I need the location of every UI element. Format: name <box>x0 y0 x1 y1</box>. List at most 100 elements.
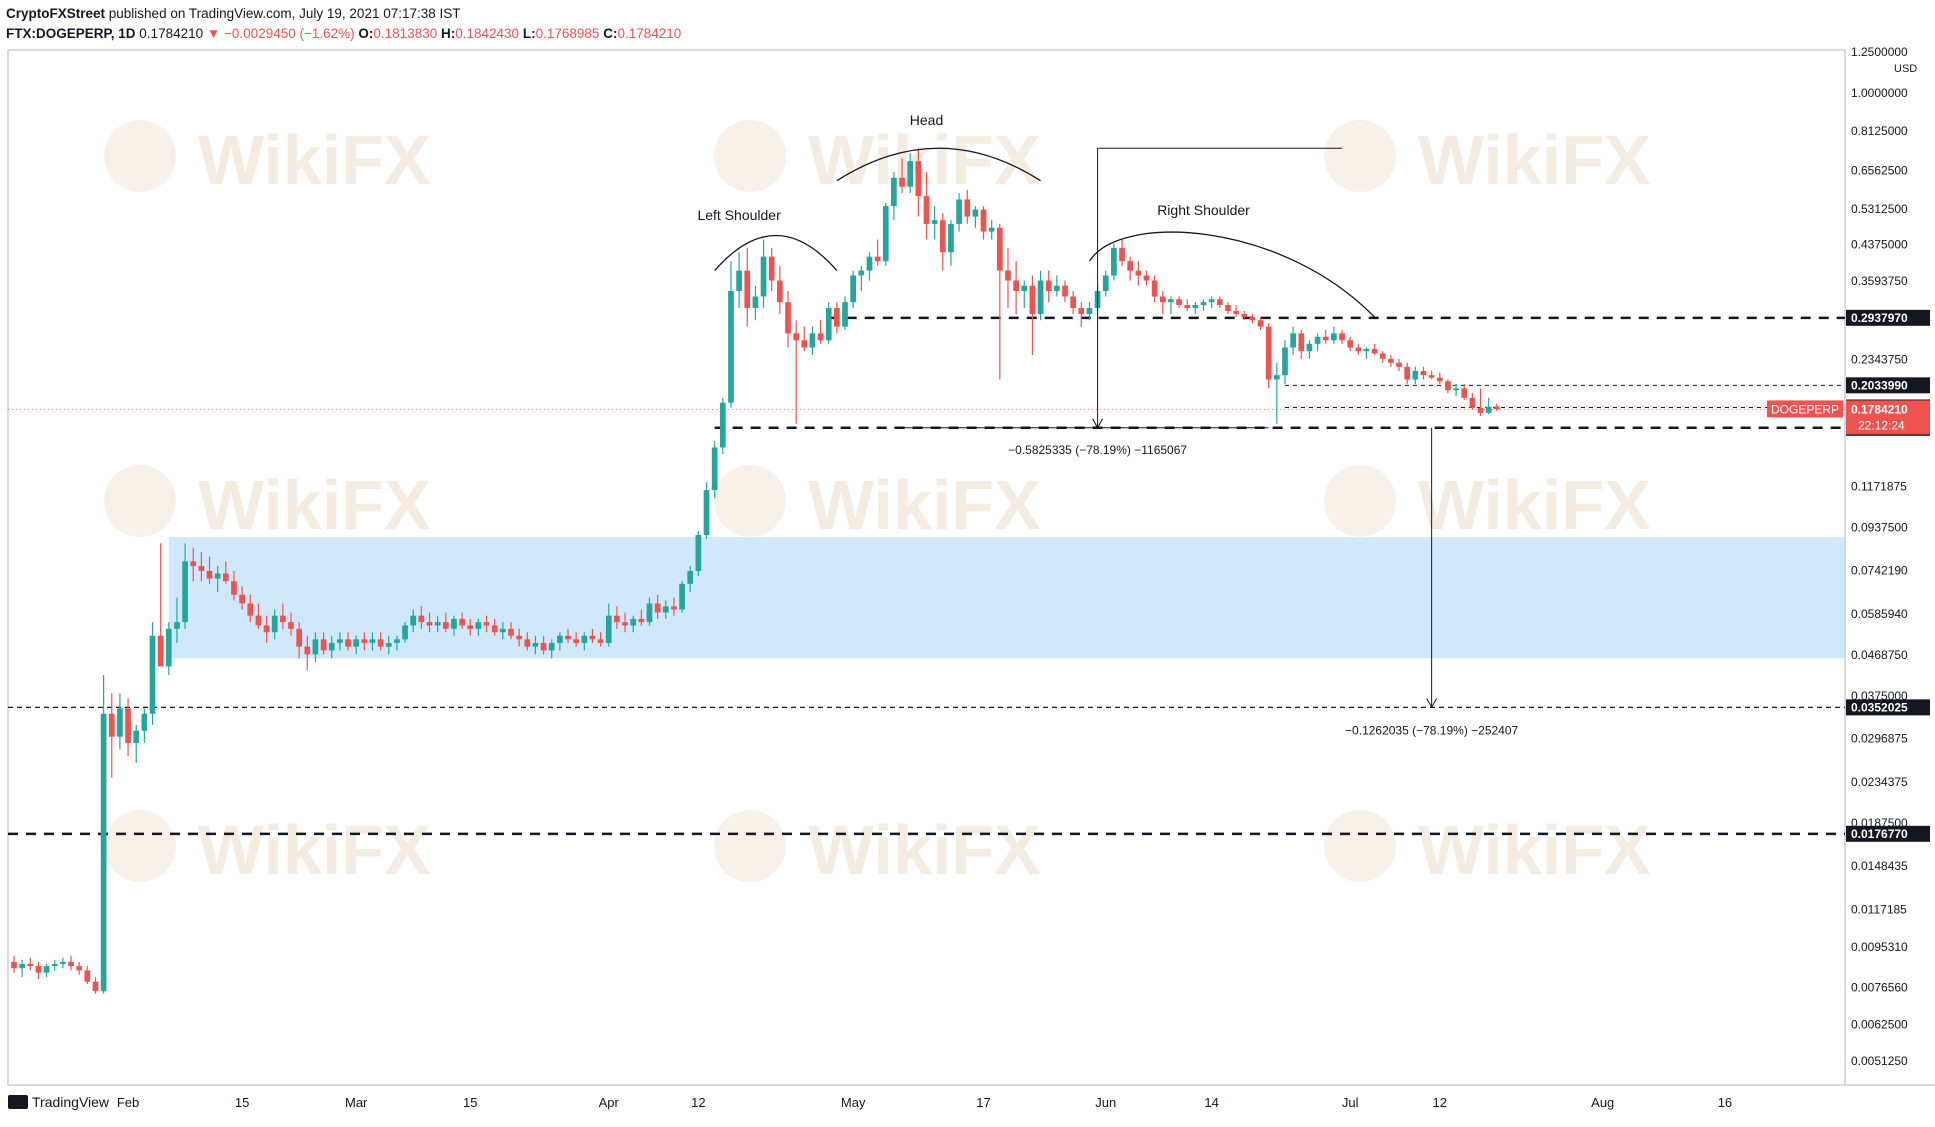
demand-zone <box>168 537 1846 659</box>
close-value: 0.1784210 <box>617 26 682 41</box>
candle-body <box>801 340 808 348</box>
candle-body <box>304 646 311 655</box>
price-tick-label: 0.0076560 <box>1851 980 1908 994</box>
left-shoulder-arc <box>714 235 838 272</box>
candle-body <box>565 635 571 640</box>
candle-body <box>1102 275 1109 292</box>
price-tick-label: 0.0051250 <box>1851 1054 1908 1068</box>
candle-body <box>165 628 172 667</box>
candle-body <box>557 635 563 643</box>
tradingview-logo-icon <box>8 1095 28 1109</box>
candle-body <box>834 307 840 327</box>
candle-body <box>190 561 197 567</box>
time-tick-label: Aug <box>1591 1095 1614 1110</box>
candle-body <box>532 642 539 647</box>
candle-body <box>882 206 889 262</box>
candle-body <box>451 618 457 629</box>
arrow-down-icon <box>1426 698 1438 709</box>
low-label: L: <box>522 26 536 41</box>
watermark-text: WikiFX <box>808 811 1041 889</box>
high-value: 0.1842430 <box>455 26 520 41</box>
symbol-tag <box>1767 400 1843 418</box>
candle-body <box>84 970 91 982</box>
price-tick-label: 0.0742190 <box>1851 563 1908 577</box>
candle-body <box>198 566 205 571</box>
candle-body <box>516 635 522 640</box>
candle-body <box>491 625 498 633</box>
candle-body <box>630 618 637 626</box>
candle-body <box>296 628 303 647</box>
candle-body <box>605 615 612 643</box>
publish-info: published on TradingView.com, July 19, 2… <box>108 6 461 21</box>
candle-body <box>141 713 148 731</box>
candle-body <box>182 561 188 623</box>
time-tick-label: 15 <box>463 1095 477 1110</box>
candle-body <box>956 199 962 224</box>
down-arrow-icon: ▼ <box>206 26 221 41</box>
symbol-tag-label: DOGEPERP <box>1771 402 1839 416</box>
candle-body <box>1461 388 1468 398</box>
candle-body <box>1176 299 1182 306</box>
candle-body <box>1355 347 1362 352</box>
candle-body <box>1371 348 1378 354</box>
wikifx-logo-icon <box>1324 465 1396 537</box>
candle-body <box>369 639 376 643</box>
wikifx-logo-icon <box>714 465 786 537</box>
price-tick-label: 0.0468750 <box>1851 648 1908 662</box>
candle-body <box>899 177 905 187</box>
chart-header: CryptoFXStreet published on TradingView.… <box>6 4 681 44</box>
candle-body <box>1143 275 1150 281</box>
tradingview-label: TradingView <box>32 1094 110 1110</box>
candle-body <box>646 603 653 623</box>
symbol-label[interactable]: FTX:DOGEPERP, 1D <box>6 26 136 41</box>
wikifx-logo-icon <box>1324 120 1396 192</box>
wikifx-logo-icon <box>104 465 176 537</box>
candle-body <box>263 625 270 633</box>
candle-body <box>980 209 987 232</box>
price-tick-label: 0.0234375 <box>1851 775 1908 789</box>
candle-body <box>874 256 881 262</box>
open-value: 0.1813830 <box>373 26 438 41</box>
candle-body <box>1184 305 1191 308</box>
candle-body <box>752 296 759 308</box>
price-tick-label: 0.0585940 <box>1851 607 1908 621</box>
candle-body <box>589 635 596 640</box>
wikifx-logo-icon <box>104 810 176 882</box>
candle-body <box>1469 397 1476 408</box>
watermark-text: WikiFX <box>1418 466 1651 544</box>
publish-line: CryptoFXStreet published on TradingView.… <box>6 4 681 24</box>
candle-body <box>679 583 685 610</box>
time-tick-label: May <box>841 1095 866 1110</box>
candle-body <box>328 642 335 651</box>
candle-body <box>312 639 319 655</box>
time-tick-label: 12 <box>1433 1095 1447 1110</box>
candle-body <box>27 963 34 967</box>
price-tick-label: 0.6562500 <box>1851 163 1908 177</box>
candle-body <box>817 333 824 341</box>
candle-body <box>1005 270 1011 281</box>
price-tick-label: 0.1171875 <box>1851 480 1907 494</box>
candle-body <box>68 961 74 967</box>
candle-body <box>972 209 979 217</box>
high-label: H: <box>441 26 456 41</box>
level-price-tag <box>1846 699 1930 716</box>
price-tick-label: 0.0375000 <box>1851 689 1908 703</box>
wikifx-logo-icon <box>1324 810 1396 882</box>
candle-body <box>597 639 604 643</box>
candle-body <box>1493 406 1500 410</box>
candle-body <box>1119 247 1125 262</box>
candle-body <box>1127 261 1134 271</box>
candle-body <box>1436 377 1443 382</box>
price-tick-label: 0.5312500 <box>1851 202 1908 216</box>
candle-body <box>614 615 620 623</box>
candle-body <box>1021 285 1028 292</box>
candle-body <box>654 603 661 613</box>
candle-body <box>728 291 734 403</box>
tradingview-branding[interactable]: TradingView <box>8 1094 109 1110</box>
candle-body <box>809 333 816 348</box>
candle-body <box>1216 299 1223 306</box>
author-name[interactable]: CryptoFXStreet <box>6 6 106 21</box>
candle-body <box>931 220 938 224</box>
level-price-tag <box>1846 309 1930 326</box>
